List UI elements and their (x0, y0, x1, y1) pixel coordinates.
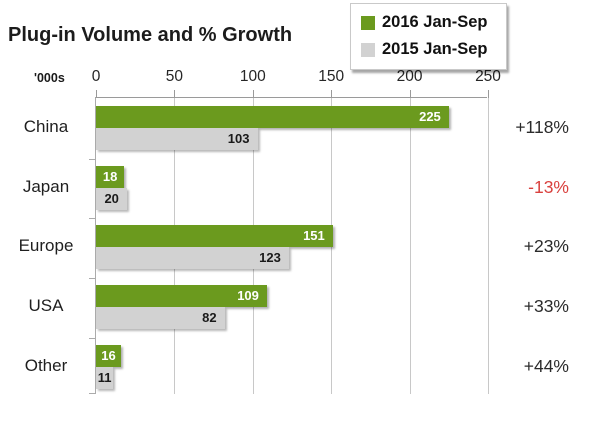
legend-label-2015: 2015 Jan-Sep (382, 40, 488, 58)
axis-tick-50 (174, 90, 176, 98)
legend-swatch-2015-icon (361, 42, 375, 57)
bar-2015-usa: 82 (96, 307, 225, 329)
bar-value-2015-other: 11 (97, 370, 112, 385)
category-label-other: Other (24, 356, 68, 375)
legend-swatch-2016-icon (361, 15, 375, 30)
gridline-200 (409, 98, 411, 394)
tick-label-150: 150 (318, 68, 345, 85)
bar-2016-japan: 18 (96, 166, 125, 188)
bar-value-2016-china: 225 (419, 109, 441, 124)
bar-value-2015-usa: 82 (202, 310, 217, 325)
category-label-china: China (23, 117, 69, 136)
bar-2015-other: 11 (96, 367, 114, 389)
axis-tick-250 (488, 90, 489, 98)
legend-item-2015: 2015 Jan-Sep (361, 36, 498, 63)
category-axis-tick (89, 218, 96, 219)
category-axis-tick (89, 278, 96, 279)
bar-value-2015-europe: 123 (259, 250, 281, 265)
tick-label-200: 200 (396, 68, 423, 85)
legend-label-2016: 2016 Jan-Sep (382, 13, 488, 31)
legend-item-2016: 2016 Jan-Sep (361, 9, 498, 36)
axis-tick-100 (252, 90, 254, 98)
growth-label-china: +118% (515, 117, 569, 137)
bar-2016-other: 16 (96, 345, 122, 367)
bar-2016-europe: 151 (96, 225, 333, 247)
bar-value-2015-china: 103 (227, 131, 250, 146)
growth-label-other: +44% (523, 356, 569, 376)
axis-tick-200 (409, 90, 411, 98)
tick-label-0: 0 (91, 68, 101, 85)
bar-value-2015-japan: 20 (104, 191, 119, 206)
axis-tick-150 (331, 90, 333, 98)
bar-value-2016-japan: 18 (102, 169, 118, 184)
bar-2015-china: 103 (96, 128, 258, 150)
tick-label-250: 250 (475, 68, 501, 85)
bar-value-2016-other: 16 (101, 348, 116, 363)
category-axis-tick (89, 338, 96, 339)
bar-2016-usa: 109 (96, 285, 267, 307)
bar-value-2016-europe: 151 (303, 228, 325, 243)
axis-units-label: '000s (34, 71, 65, 85)
category-label-europe: Europe (18, 236, 74, 255)
bar-2015-japan: 20 (96, 188, 128, 210)
tick-label-100: 100 (239, 68, 266, 85)
axis-tick-0 (96, 90, 97, 98)
chart-legend: 2016 Jan-Sep 2015 Jan-Sep (350, 3, 507, 70)
category-label-japan: Japan (22, 177, 70, 196)
category-axis-tick (89, 393, 96, 394)
plot-area: 0 50 100 150 200 250 225 103 18 20 151 123 109 82 16 11 (89, 68, 501, 394)
category-axis-tick (89, 159, 96, 160)
bar-2016-china: 225 (96, 106, 449, 128)
gridline-250 (488, 98, 489, 394)
growth-label-europe: +23% (523, 236, 569, 256)
chart-title: Plug-in Volume and % Growth (8, 24, 293, 46)
growth-label-japan: -13% (528, 177, 569, 197)
bar-value-2016-usa: 109 (237, 288, 259, 303)
bar-2015-europe: 123 (96, 247, 289, 269)
growth-label-usa: +33% (523, 296, 569, 316)
category-label-usa: USA (28, 296, 64, 315)
tick-label-50: 50 (165, 68, 184, 85)
